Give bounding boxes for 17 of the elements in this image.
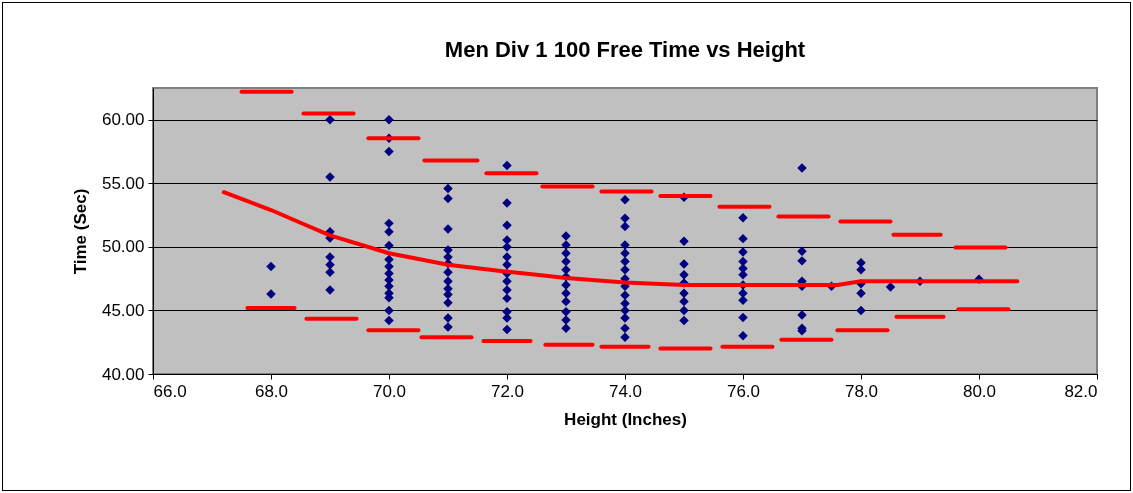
- x-tick-label: 76.0: [726, 381, 761, 401]
- y-tick-label: 45.00: [101, 300, 145, 320]
- chart-title: Men Div 1 100 Free Time vs Height: [444, 37, 806, 62]
- x-tick-label: 72.0: [490, 381, 525, 401]
- y-tick-label: 60.00: [101, 110, 145, 130]
- y-tick-label: 40.00: [101, 364, 145, 384]
- x-tick-label: 70.0: [372, 381, 407, 401]
- x-tick-label: 80.0: [962, 381, 997, 401]
- x-tick-label: 74.0: [608, 381, 643, 401]
- y-tick-label: 55.00: [101, 173, 145, 193]
- x-tick-label: 82.0: [1064, 381, 1098, 401]
- x-tick-label: 68.0: [254, 381, 289, 401]
- y-axis-title: Time (Sec): [70, 188, 90, 275]
- y-tick-label: 50.00: [101, 237, 145, 257]
- x-tick-label: 78.0: [844, 381, 879, 401]
- x-tick-label: 66.0: [153, 381, 187, 401]
- x-axis-title: Height (Inches): [564, 409, 687, 429]
